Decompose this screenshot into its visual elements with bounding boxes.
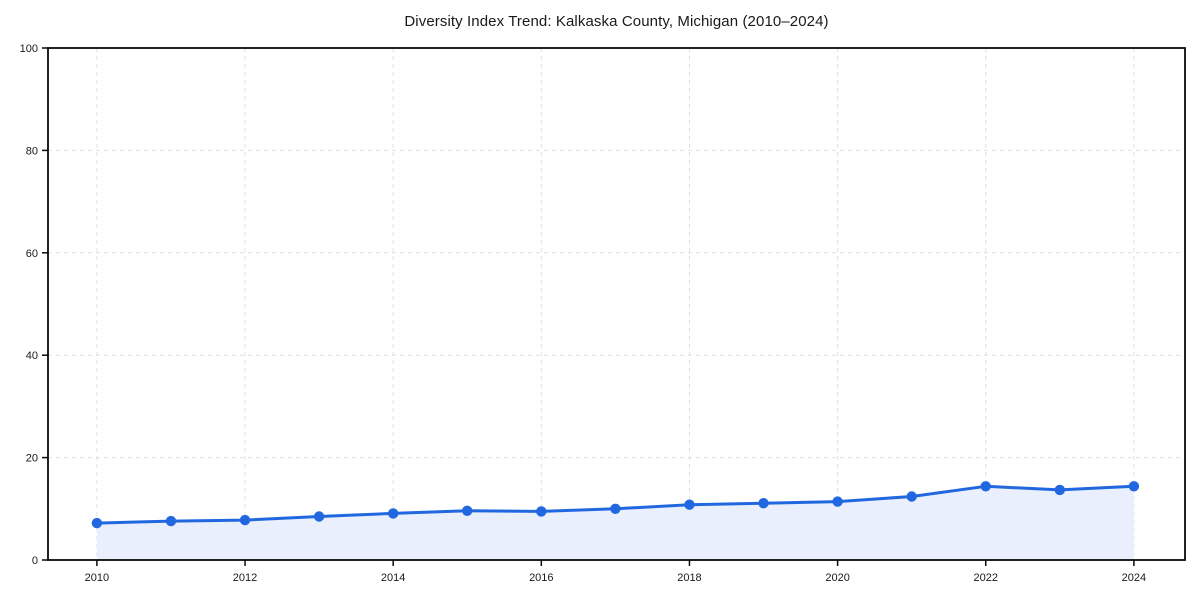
- y-axis-tick-label: 40: [26, 350, 38, 362]
- data-point-marker: [536, 506, 547, 517]
- y-axis-tick-label: 100: [20, 43, 38, 55]
- x-axis-tick-label: 2024: [1122, 572, 1146, 584]
- gridlines-layer: [48, 47, 1185, 560]
- y-axis-tick-label: 0: [32, 555, 38, 567]
- x-axis-tick-label: 2018: [677, 572, 701, 584]
- plot-border: [47, 47, 1186, 561]
- chart-title: Diversity Index Trend: Kalkaska County, …: [404, 13, 829, 30]
- data-point-marker: [684, 499, 695, 510]
- x-axis-tick-label: 2014: [381, 572, 405, 584]
- data-point-marker: [758, 498, 769, 509]
- data-point-marker: [313, 511, 325, 522]
- x-axis-tick-label: 2016: [529, 572, 553, 584]
- data-point-marker: [91, 517, 103, 529]
- data-point-marker: [462, 505, 473, 516]
- x-axis-tick-label: 2022: [974, 572, 998, 584]
- tick-labels-layer: 0 20 40 60 80 100 2010 2012 2014 2016 2018 2020 2022…: [20, 43, 1146, 584]
- axes-layer: [42, 47, 1186, 566]
- data-point-marker: [1054, 484, 1066, 496]
- data-point-markers-layer: [91, 481, 1140, 529]
- area-fill: [96, 486, 1134, 560]
- x-axis-tick-label: 2012: [233, 572, 257, 584]
- x-axis-tick-label: 2020: [825, 572, 849, 584]
- data-point-marker: [906, 491, 917, 502]
- data-point-marker: [388, 508, 399, 519]
- x-axis-tick-label: 2010: [85, 572, 109, 584]
- y-axis-tick-label: 60: [26, 248, 38, 260]
- data-point-marker: [165, 515, 177, 527]
- data-point-marker: [832, 496, 843, 507]
- data-point-marker: [610, 503, 621, 514]
- data-point-marker: [239, 514, 251, 526]
- y-axis-tick-label: 20: [26, 453, 38, 465]
- y-axis-tick-label: 80: [26, 145, 38, 157]
- area-fill-layer: [96, 486, 1134, 560]
- data-point-marker: [1128, 481, 1140, 492]
- data-point-marker: [980, 481, 991, 492]
